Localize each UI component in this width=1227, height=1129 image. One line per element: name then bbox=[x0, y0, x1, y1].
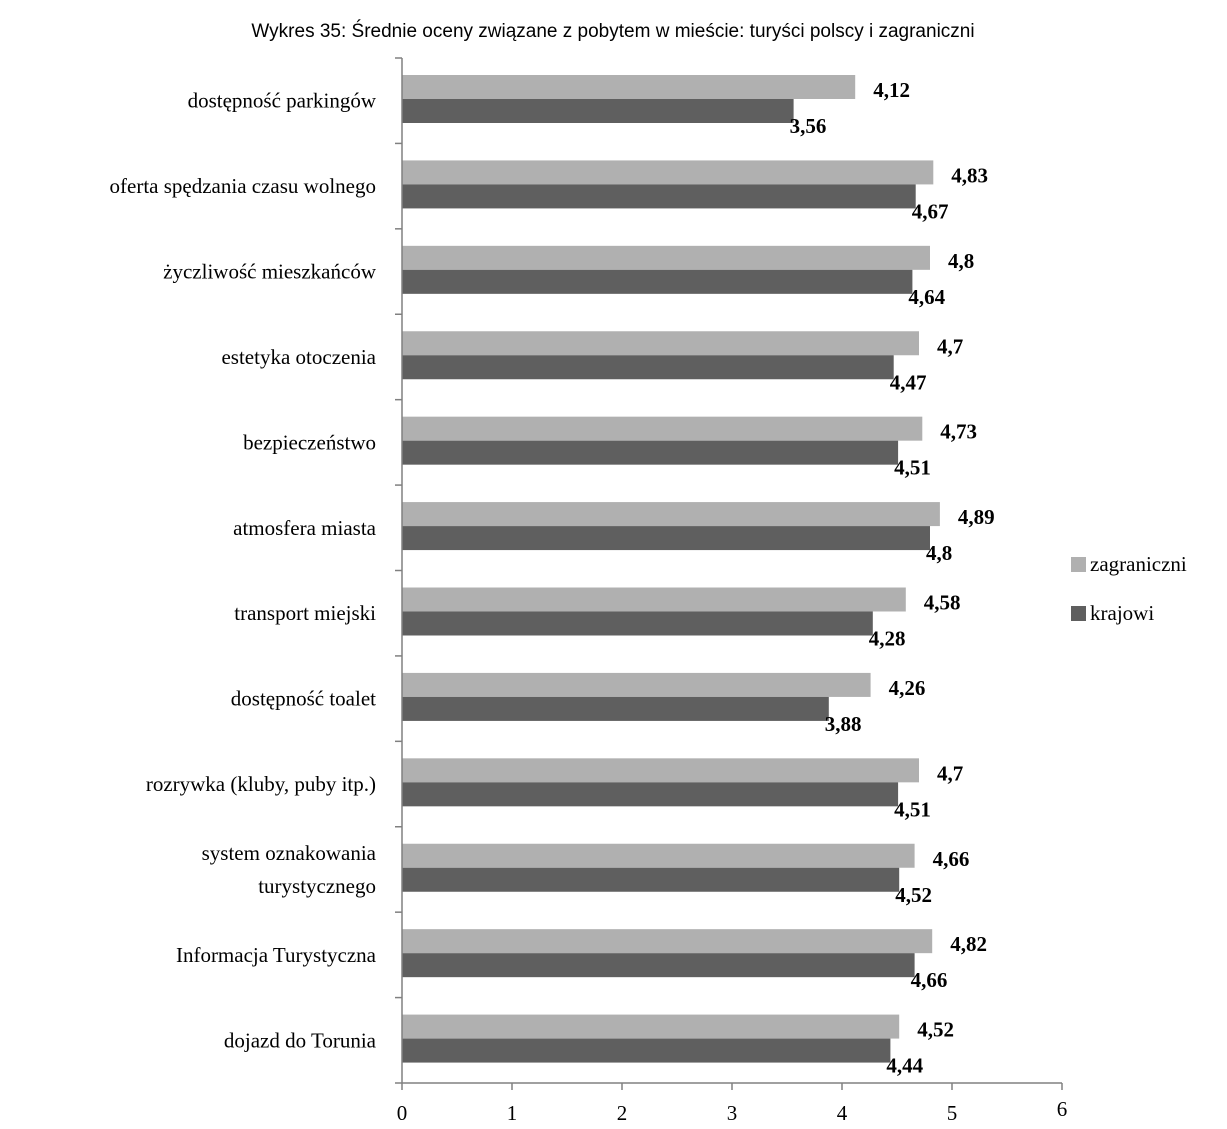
bar-krajowi bbox=[402, 867, 900, 892]
data-label-zagraniczni: 4,8 bbox=[948, 249, 974, 273]
bar-krajowi bbox=[402, 526, 930, 551]
data-label-zagraniczni: 4,52 bbox=[917, 1018, 954, 1042]
x-tick-label: 4 bbox=[837, 1101, 848, 1125]
category-label: dostępność parkingów bbox=[188, 89, 377, 113]
bar-krajowi bbox=[402, 782, 899, 807]
category-label: życzliwość mieszkańców bbox=[163, 260, 377, 284]
category-label: bezpieczeństwo bbox=[243, 430, 376, 454]
legend-swatch-krajowi bbox=[1071, 606, 1086, 621]
x-tick-label: 3 bbox=[727, 1101, 738, 1125]
category-label: rozrywka (kluby, puby itp.) bbox=[146, 772, 376, 796]
category-label: dostępność toalet bbox=[231, 687, 376, 711]
legend-label-krajowi: krajowi bbox=[1090, 601, 1154, 625]
data-label-krajowi: 4,47 bbox=[890, 370, 927, 394]
bar-krajowi bbox=[402, 1038, 891, 1063]
category-label: turystycznego bbox=[258, 874, 376, 898]
data-label-zagraniczni: 4,82 bbox=[950, 932, 987, 956]
bar-krajowi bbox=[402, 269, 913, 294]
category-label: dojazd do Torunia bbox=[224, 1028, 377, 1052]
data-label-krajowi: 4,44 bbox=[886, 1054, 923, 1078]
bars-group: 4,123,564,834,674,84,644,74,474,734,514,… bbox=[402, 75, 995, 1078]
data-label-krajowi: 4,8 bbox=[926, 541, 952, 565]
bar-zagraniczni bbox=[402, 758, 919, 783]
category-label: oferta spędzania czasu wolnego bbox=[110, 174, 376, 198]
legend-swatch-zagraniczni bbox=[1071, 557, 1086, 572]
data-label-zagraniczni: 4,58 bbox=[924, 591, 961, 615]
category-label: Informacja Turystyczna bbox=[176, 943, 377, 967]
bar-zagraniczni bbox=[402, 502, 940, 527]
bar-zagraniczni bbox=[402, 75, 856, 99]
bar-krajowi bbox=[402, 696, 829, 721]
data-label-krajowi: 3,56 bbox=[790, 114, 827, 138]
x-tick-label: 5 bbox=[947, 1101, 958, 1125]
axes-group: dostępność parkingów oferta spędzania cza… bbox=[110, 57, 1068, 1125]
bar-zagraniczni bbox=[402, 843, 915, 868]
bar-zagraniczni bbox=[402, 587, 906, 612]
bar-zagraniczni bbox=[402, 331, 919, 356]
bar-zagraniczni bbox=[402, 672, 871, 697]
data-label-krajowi: 4,51 bbox=[894, 456, 931, 480]
data-label-krajowi: 4,28 bbox=[869, 627, 906, 651]
data-label-krajowi: 4,64 bbox=[908, 285, 945, 309]
data-label-zagraniczni: 4,89 bbox=[958, 505, 995, 529]
bar-zagraniczni bbox=[402, 160, 934, 185]
bar-zagraniczni bbox=[402, 245, 930, 270]
data-label-zagraniczni: 4,83 bbox=[951, 163, 988, 187]
bar-krajowi bbox=[402, 355, 894, 380]
bar-zagraniczni bbox=[402, 929, 933, 954]
data-label-zagraniczni: 4,7 bbox=[937, 334, 963, 358]
data-label-krajowi: 4,52 bbox=[895, 883, 932, 907]
data-label-zagraniczni: 4,73 bbox=[940, 420, 977, 444]
category-label: estetyka otoczenia bbox=[221, 345, 376, 369]
legend-label-zagraniczni: zagraniczni bbox=[1090, 552, 1187, 576]
bar-zagraniczni bbox=[402, 416, 923, 441]
bar-krajowi bbox=[402, 99, 794, 123]
data-label-zagraniczni: 4,26 bbox=[889, 676, 926, 700]
category-label: system oznakowania bbox=[202, 841, 377, 865]
category-label: atmosfera miasta bbox=[233, 516, 377, 540]
bar-zagraniczni bbox=[402, 1014, 900, 1039]
x-tick-label: 2 bbox=[617, 1101, 628, 1125]
data-label-krajowi: 3,88 bbox=[825, 712, 862, 736]
chart-title: Wykres 35: Średnie oceny związane z poby… bbox=[251, 20, 974, 42]
x-tick-label: 1 bbox=[507, 1101, 518, 1125]
data-label-zagraniczni: 4,66 bbox=[933, 847, 970, 871]
legend: zagraniczni krajowi bbox=[1071, 552, 1187, 625]
data-label-krajowi: 4,67 bbox=[912, 199, 949, 223]
category-label: transport miejski bbox=[234, 601, 376, 625]
data-label-krajowi: 4,51 bbox=[894, 797, 931, 821]
x-tick-label: 0 bbox=[397, 1101, 408, 1125]
bar-krajowi bbox=[402, 953, 915, 978]
bar-krajowi bbox=[402, 184, 916, 209]
bar-krajowi bbox=[402, 440, 899, 465]
data-label-zagraniczni: 4,7 bbox=[937, 761, 963, 785]
bar-krajowi bbox=[402, 611, 873, 636]
x-tick-label: 6 bbox=[1057, 1097, 1068, 1121]
data-label-krajowi: 4,66 bbox=[911, 968, 948, 992]
data-label-zagraniczni: 4,12 bbox=[873, 78, 910, 102]
